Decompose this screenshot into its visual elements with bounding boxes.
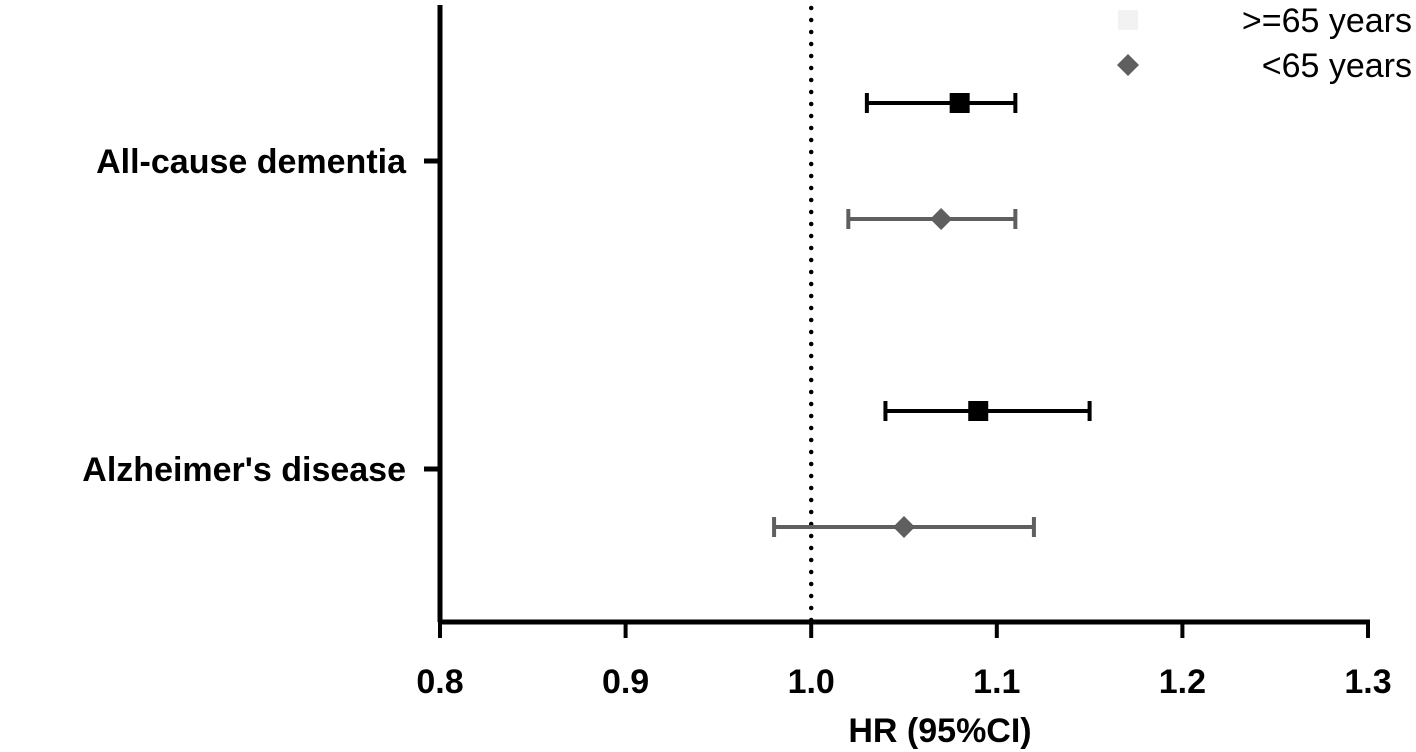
y-axis-ticks: All-cause dementia Alzheimer's disease [82, 143, 440, 489]
category-label: All-cause dementia [96, 143, 407, 181]
hr-point-diamond [893, 516, 915, 538]
category-label: Alzheimer's disease [82, 451, 406, 489]
x-tick-label: 0.8 [416, 663, 463, 701]
x-tick-label: 0.9 [602, 663, 649, 701]
x-axis-ticks: 0.8 0.9 1.0 1.1 1.2 1.3 [416, 622, 1392, 701]
x-tick-label: 1.0 [788, 663, 835, 701]
hr-point-diamond [930, 208, 953, 230]
legend-label: <65 years [1262, 47, 1412, 85]
data-marks [772, 93, 1092, 538]
legend-marker-square [1118, 10, 1138, 30]
x-tick-label: 1.1 [973, 663, 1020, 701]
x-axis-title: HR (95%CI) [848, 712, 1031, 750]
legend-marker-diamond [1117, 54, 1139, 76]
hr-point-square [968, 401, 989, 421]
x-tick-label: 1.3 [1344, 663, 1391, 701]
x-tick-label: 1.2 [1159, 663, 1206, 701]
hr-point-square [949, 93, 970, 113]
legend-label: >=65 years [1242, 2, 1412, 40]
legend: >=65 years <65 years [1117, 2, 1412, 85]
